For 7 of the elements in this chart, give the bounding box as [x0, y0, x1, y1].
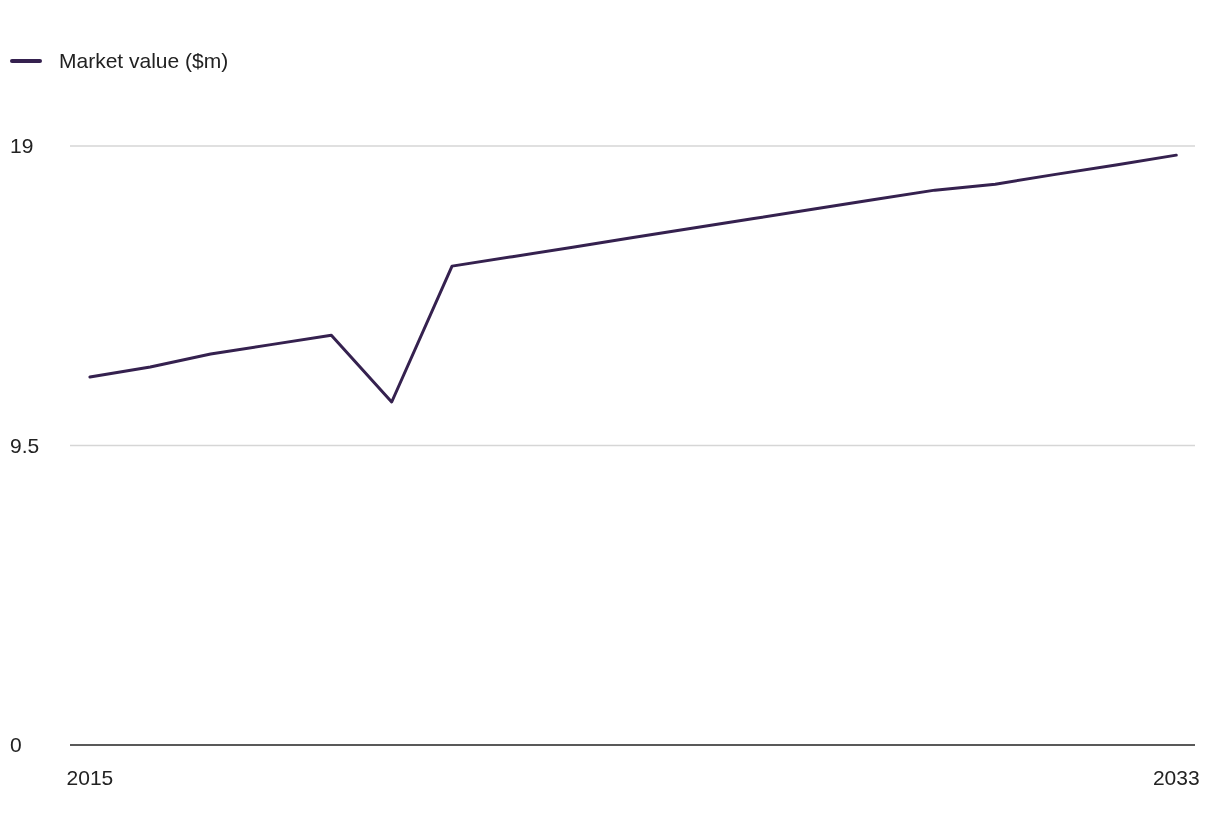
legend-label: Market value ($m) — [59, 49, 229, 72]
y-tick-label: 19 — [10, 134, 34, 157]
x-tick-label: 2033 — [1152, 766, 1200, 789]
x-tick-label: 2015 — [66, 766, 114, 789]
y-tick-label: 0 — [10, 733, 22, 756]
line-series — [88, 153, 1178, 404]
y-tick-label: 9.5 — [10, 433, 40, 457]
